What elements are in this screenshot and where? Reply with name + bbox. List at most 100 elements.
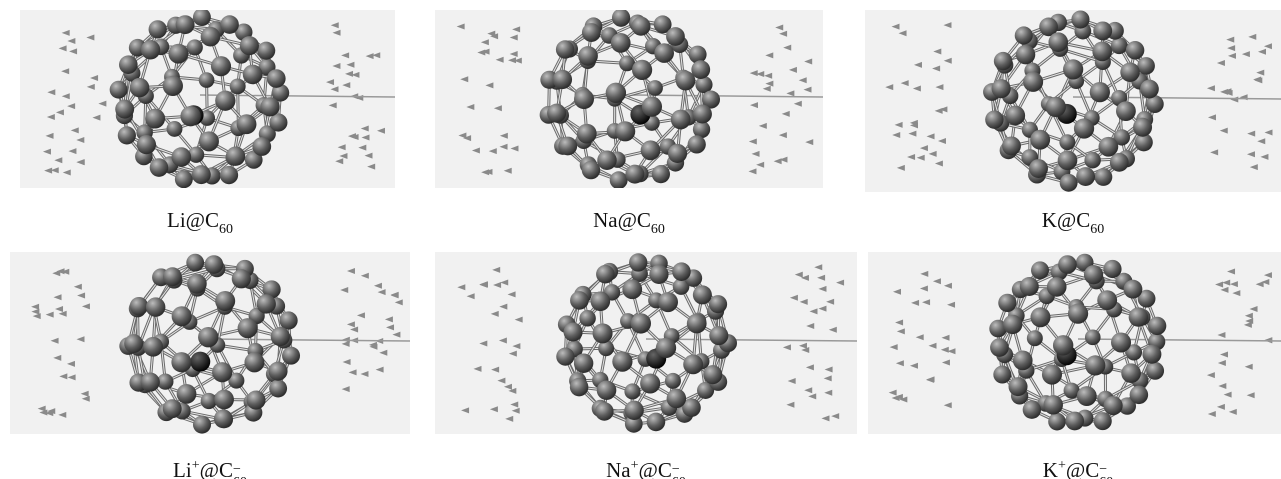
carbon-atom — [199, 131, 219, 151]
carbon-atom — [267, 69, 286, 88]
carbon-atom — [1116, 101, 1136, 121]
caption: Li@C60 — [167, 208, 233, 233]
carbon-atom — [1137, 57, 1155, 75]
carbon-atom — [130, 297, 149, 316]
carbon-atom — [1104, 396, 1123, 415]
carbon-atom — [1140, 80, 1159, 99]
caption: K@C60 — [1042, 208, 1105, 233]
carbon-atom — [237, 114, 257, 134]
carbon-atom — [709, 295, 727, 313]
molecule-image — [435, 252, 857, 434]
carbon-atom — [652, 165, 670, 183]
carbon-atom — [1053, 335, 1073, 355]
carbon-atom — [582, 161, 600, 179]
carbon-atom — [163, 399, 182, 418]
carbon-atom — [1094, 412, 1112, 430]
carbon-atom — [990, 338, 1009, 357]
carbon-atom — [1120, 62, 1140, 82]
carbon-atom — [243, 65, 263, 85]
carbon-atom — [193, 416, 211, 434]
carbon-atom — [167, 121, 183, 137]
carbon-atom — [130, 78, 150, 98]
carbon-atom — [1023, 72, 1043, 92]
carbon-atom — [687, 314, 707, 334]
molecule-image — [20, 10, 395, 188]
carbon-atom — [1126, 41, 1145, 60]
carbon-atom — [640, 373, 660, 393]
carbon-atom — [1133, 118, 1152, 137]
metal-atom — [190, 352, 210, 372]
carbon-atom — [693, 285, 712, 304]
carbon-atom — [201, 27, 221, 47]
carbon-atom — [665, 373, 681, 389]
carbon-atom — [556, 40, 574, 58]
carbon-atom — [260, 97, 279, 116]
carbon-atom — [257, 42, 275, 60]
carbon-atom — [1058, 255, 1077, 274]
carbon-atom — [220, 15, 239, 34]
carbon-atom — [1005, 106, 1025, 126]
caption: K+@C−60 — [1043, 458, 1113, 479]
carbon-atom — [1030, 130, 1050, 150]
carbon-atom — [656, 338, 676, 358]
carbon-atom — [992, 79, 1011, 98]
carbon-atom — [615, 121, 635, 141]
carbon-atom — [1084, 152, 1100, 168]
carbon-atom — [211, 56, 231, 76]
carbon-atom — [1016, 45, 1035, 64]
carbon-atom — [1046, 97, 1066, 117]
carbon-atom — [1111, 332, 1131, 352]
carbon-atom — [668, 144, 687, 163]
carbon-atom — [187, 274, 207, 294]
molecule-image — [10, 252, 410, 434]
carbon-atom — [667, 389, 687, 409]
caption: Li+@C−60 — [173, 458, 247, 479]
carbon-atom — [570, 378, 589, 397]
carbon-atom — [985, 110, 1003, 128]
carbon-atom — [186, 254, 204, 272]
script-stack: −60 — [1099, 463, 1113, 479]
carbon-atom — [187, 39, 203, 55]
carbon-atom — [625, 165, 644, 184]
carbon-atom — [1110, 153, 1129, 172]
carbon-atom — [1094, 168, 1112, 186]
carbon-atom — [1085, 329, 1101, 345]
carbon-atom — [141, 40, 160, 59]
carbon-atom — [198, 327, 218, 347]
carbon-atom — [591, 292, 611, 312]
carbon-atom — [582, 23, 601, 42]
carbon-atom — [612, 10, 630, 27]
subscript: 60 — [219, 222, 233, 237]
carbon-atom — [172, 306, 192, 326]
caption-text: @C — [1066, 458, 1099, 479]
carbon-atom — [647, 80, 663, 96]
carbon-atom — [1013, 351, 1033, 371]
carbon-atom — [631, 17, 650, 36]
carbon-atom — [171, 352, 191, 372]
subscript: 60 — [651, 222, 665, 237]
carbon-atom — [172, 147, 192, 167]
carbon-atom — [1121, 363, 1141, 383]
carbon-atom — [1124, 280, 1143, 299]
carbon-atom — [595, 402, 614, 421]
carbon-atom — [1030, 307, 1050, 327]
carbon-atom — [1044, 395, 1063, 414]
carbon-atom — [1027, 330, 1043, 346]
carbon-atom — [1084, 265, 1103, 284]
carbon-atom — [683, 354, 703, 374]
carbon-atom — [1130, 386, 1149, 405]
carbon-atom — [676, 71, 696, 91]
carbon-atom — [631, 313, 651, 333]
carbon-atom — [143, 337, 163, 357]
carbon-atom — [993, 366, 1011, 384]
carbon-atom — [1103, 260, 1121, 278]
carbon-atom — [168, 44, 188, 64]
carbon-atom — [553, 70, 572, 89]
carbon-atom — [214, 390, 234, 410]
carbon-atom — [1148, 317, 1166, 335]
carbon-atom — [593, 323, 613, 343]
carbon-atom — [649, 265, 668, 284]
superscript: + — [192, 458, 200, 473]
carbon-atom — [1077, 386, 1097, 406]
caption-text: K@C — [1042, 208, 1091, 232]
